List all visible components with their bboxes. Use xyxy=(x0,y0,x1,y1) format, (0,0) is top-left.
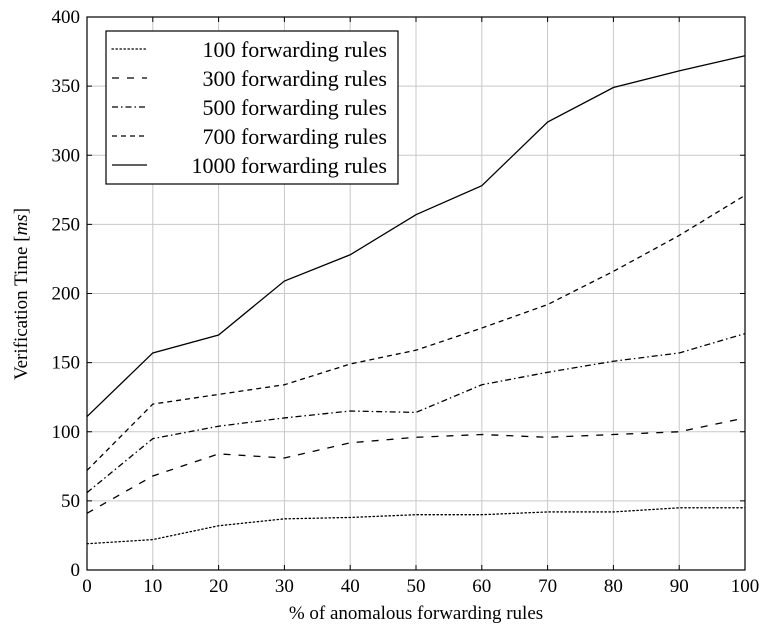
y-tick-label: 250 xyxy=(52,214,81,235)
series-line-4 xyxy=(86,194,746,471)
x-tick-label: 30 xyxy=(275,576,294,597)
legend-label: 500 forwarding rules xyxy=(202,95,387,120)
y-axis-title-main: Verification Time [ xyxy=(11,235,32,380)
x-tick-label: 100 xyxy=(731,576,760,597)
y-axis-ticks: 0 50 100 150 200 250 300 350 400 xyxy=(52,7,745,581)
legend-label: 1000 forwarding rules xyxy=(191,153,387,178)
series-line-5 xyxy=(86,55,746,418)
x-tick-label: 50 xyxy=(407,576,426,597)
y-axis-title: Verification Time [ms] xyxy=(11,208,32,380)
legend-label: 100 forwarding rules xyxy=(202,37,387,62)
x-tick-label: 40 xyxy=(341,576,360,597)
x-tick-label: 80 xyxy=(604,576,623,597)
y-tick-label: 400 xyxy=(52,7,81,28)
legend-box xyxy=(105,30,399,185)
x-axis-title: % of anomalous forwarding rules xyxy=(289,603,543,624)
y-tick-label: 300 xyxy=(52,145,81,166)
y-axis-title-end: ] xyxy=(11,208,32,214)
y-axis-title-unit: ms xyxy=(11,214,32,235)
y-tick-label: 350 xyxy=(52,76,81,97)
y-tick-label: 150 xyxy=(52,353,81,374)
series-line-2 xyxy=(86,417,746,514)
legend-label: 300 forwarding rules xyxy=(202,66,387,91)
x-tick-label: 60 xyxy=(472,576,491,597)
y-tick-label: 0 xyxy=(71,560,81,581)
x-tick-label: 10 xyxy=(143,576,162,597)
y-tick-label: 200 xyxy=(52,284,81,305)
y-tick-label: 50 xyxy=(61,491,80,512)
y-tick-label: 100 xyxy=(52,422,81,443)
legend: 100 forwarding rules 300 forwarding rules… xyxy=(105,30,399,185)
legend-label: 700 forwarding rules xyxy=(202,124,387,149)
x-tick-label: 70 xyxy=(538,576,557,597)
series-lines xyxy=(86,55,746,545)
x-tick-label: 90 xyxy=(670,576,689,597)
x-axis-ticks: 0 10 20 30 40 50 60 70 80 90 100 xyxy=(82,17,759,597)
x-tick-label: 20 xyxy=(209,576,228,597)
x-tick-label: 0 xyxy=(82,576,92,597)
